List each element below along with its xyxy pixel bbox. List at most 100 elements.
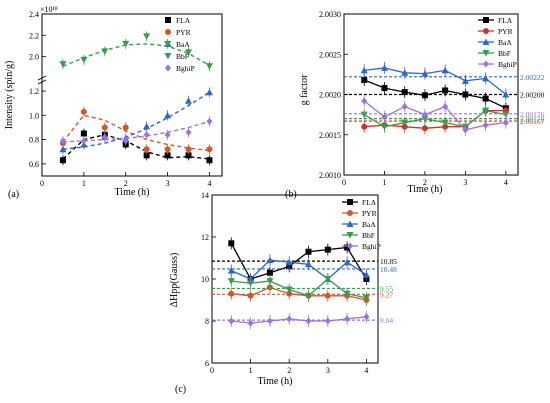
panel-c-data-point — [228, 290, 235, 297]
panel-c-y-axis-label: ΔHpp(Gauss) — [169, 253, 180, 308]
panel-a-data-point — [143, 146, 150, 153]
panel-c-data-point — [285, 258, 293, 266]
panel-b-data-point — [361, 77, 368, 84]
panel-b-data-point — [380, 64, 388, 71]
panel-a-data-point — [80, 130, 87, 137]
panel-a-data-point — [59, 145, 67, 153]
panel-b-mean-label: 2.00170 — [520, 115, 545, 124]
panel-b-x-axis-label: Time (h) — [408, 184, 443, 195]
panel-c-data-point — [362, 294, 370, 302]
panel-a-data-point — [80, 56, 88, 64]
panel-b-data-point — [421, 92, 428, 99]
panel-c-data-point — [305, 260, 313, 268]
panel-b-data-point — [502, 91, 510, 98]
panel-a-data-point — [205, 63, 213, 70]
panel-c-data-point — [343, 290, 351, 298]
panel-c-y-tick-label: 8 — [205, 317, 209, 326]
panel-a-y-tick-label: 2.2 — [29, 31, 39, 40]
panel-a-fit-curve — [62, 120, 210, 143]
panel-b-data-point — [421, 111, 428, 119]
panel-a-x-axis-label: Time (h) — [115, 187, 150, 198]
panel-a-y-tick-label: 1.2 — [29, 87, 39, 96]
panel-a-data-point — [59, 157, 66, 164]
panel-b-series-line — [363, 79, 507, 109]
panel-a-data-point — [143, 122, 151, 130]
panel-a-label: (a) — [8, 189, 19, 200]
panel-a-y-tick-label: 0.8 — [29, 136, 39, 145]
panel-a-data-point — [59, 137, 66, 145]
panel-b-mean-label: 2.00176 — [520, 110, 545, 119]
panel-b-data-point — [441, 119, 449, 127]
panel-a-data-point — [185, 128, 192, 136]
panel-b-data-point — [360, 66, 368, 74]
panel-b: g factor Time (h) (b) 0 1 2 3 42.00102.00152… — [285, 10, 545, 200]
panel-b-y-tick-label: 2.0030 — [319, 10, 341, 19]
panel-b-data-point — [482, 121, 489, 129]
panel-c-legend-marker — [347, 199, 353, 205]
panel-b-data-point — [361, 123, 368, 130]
panel-a-data-point — [143, 33, 151, 40]
panel-c-legend-label: PYR — [362, 209, 377, 218]
panel-c-legend-marker — [347, 210, 353, 216]
panel-a-axis-break-mark — [37, 79, 47, 85]
panel-c-mean-label: 9.27 — [380, 290, 393, 299]
panel-c-data-point — [324, 246, 331, 253]
panel-c-legend-label: BghiP — [362, 242, 381, 251]
panel-a: ×10¹⁸ Intensity (spin/g) Time (h) (a) 0 1… — [4, 5, 223, 200]
panel-c-data-point — [344, 244, 351, 251]
panel-b-legend-marker — [483, 17, 489, 23]
panel-c-mean-label: 9.55 — [380, 284, 393, 293]
panel-b-data-point — [462, 126, 469, 134]
panel-b-data-point — [461, 77, 469, 84]
panel-c-data-point — [285, 286, 293, 293]
panel-b-x-tick-label: 2 — [423, 178, 427, 187]
panel-b-data-point — [360, 111, 368, 119]
panel-b-x-tick-label: 1 — [382, 178, 386, 187]
panel-a-fit-curve — [62, 114, 210, 152]
panel-a-x-tick-label: 0 — [40, 179, 44, 188]
panel-a-data-point — [185, 146, 192, 153]
panel-c-data-point — [362, 271, 370, 278]
panel-c-data-point — [324, 292, 331, 299]
panel-b-mean-label: 2.00222 — [520, 73, 545, 82]
panel-c-data-point — [305, 317, 312, 325]
panel-a-data-point — [205, 88, 213, 96]
panel-c-data-point — [266, 278, 274, 285]
panel-a-legend-marker — [165, 29, 171, 35]
panel-c: ΔHpp(Gauss) Time (h) (c) 0 1 2 3 46810121410… — [169, 191, 397, 395]
panel-c-data-point — [305, 292, 313, 300]
panel-a-data-point — [122, 124, 129, 131]
panel-c-data-point — [266, 256, 274, 264]
panel-a-data-point — [164, 111, 172, 119]
panel-c-legend-label: BaA — [362, 220, 376, 229]
panel-c-data-point — [324, 317, 331, 325]
panel-a-data-point — [164, 131, 171, 139]
panel-a-legend-label: BbF — [176, 52, 189, 61]
panel-a-data-point — [101, 48, 109, 55]
panel-b-data-point — [442, 87, 449, 94]
panel-b-data-point — [401, 69, 409, 76]
panel-c-legend-label: BbF — [362, 231, 375, 240]
panel-b-series-line — [364, 67, 507, 96]
panel-b-data-point — [401, 89, 408, 96]
panel-a-y-tick-label: 1.0 — [29, 111, 39, 120]
panel-a-legend-label: PYR — [176, 28, 191, 37]
panel-b-legend-label: PYR — [498, 27, 513, 36]
panel-a-exponent-label: ×10¹⁸ — [40, 5, 58, 14]
panel-c-mean-label: 8.04 — [380, 316, 393, 325]
panel-a-y-axis-label: Intensity (spin/g) — [4, 61, 15, 130]
panel-b-data-point — [482, 95, 489, 102]
panel-c-data-point — [266, 269, 273, 276]
panel-c-y-tick-label: 10 — [201, 275, 209, 284]
panel-c-mean-label: 10.85 — [380, 257, 397, 266]
panel-c-data-point — [247, 292, 254, 299]
panel-b-data-point — [482, 74, 490, 82]
panel-a-data-point — [185, 49, 193, 56]
panel-a-data-point — [80, 108, 87, 115]
panel-c-data-point — [228, 240, 235, 247]
panel-c-data-point — [247, 319, 254, 327]
panel-a-x-tick-label: 1 — [82, 179, 86, 188]
panel-a-data-point — [206, 146, 213, 153]
panel-c-x-tick-label: 3 — [326, 366, 330, 375]
